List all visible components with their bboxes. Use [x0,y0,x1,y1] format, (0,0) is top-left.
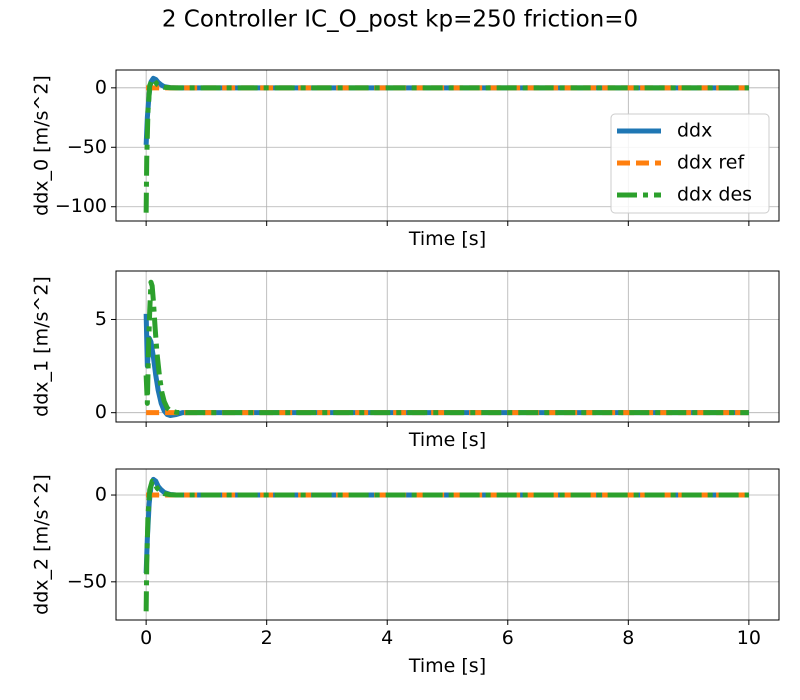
y-tick-label: 0 [95,401,107,423]
y-tick-label: −50 [67,570,107,592]
series-line-ddx-des [143,478,749,612]
axes-frame [115,468,780,621]
axes-frame [115,270,780,423]
legend-label: ddx des [677,184,752,206]
x-axis-label: Time [s] [408,655,486,677]
x-tick-label: 4 [381,627,393,649]
y-tick-label: −50 [67,136,107,158]
legend-label: ddx ref [677,152,745,174]
x-axis-label: Time [s] [408,429,486,451]
series-line-ddx-des [143,279,749,416]
subplot-2: 0 2 4 6 8 10 −50 0 Time [s] ddx_2 [m/s^2] [31,468,780,677]
y-axis-label: ddx_0 [m/s^2] [31,75,53,216]
x-tick-label: 8 [622,627,634,649]
x-tick-label: 10 [737,627,761,649]
legend-box [610,113,770,214]
x-tick-label: 2 [261,627,273,649]
series-group [143,279,749,418]
figure-title: 2 Controller IC_O_post kp=250 friction=0 [162,7,638,33]
series-group [143,75,749,213]
y-axis-label: ddx_2 [m/s^2] [31,474,53,615]
subplot-1: 0 5 Time [s] ddx_1 [m/s^2] [31,270,780,451]
legend-label: ddx [677,120,712,142]
x-tick-label: 0 [140,627,152,649]
x-axis-label: Time [s] [408,228,486,250]
axes-frame [115,69,780,222]
series-group [143,476,749,612]
y-tick-label: 5 [95,308,107,330]
y-tick-label: −100 [55,195,107,217]
legend: ddx ddx ref ddx des [610,113,770,214]
x-tick-label: 6 [502,627,514,649]
y-tick-label: 0 [95,484,107,506]
y-axis-label: ddx_1 [m/s^2] [31,276,53,417]
y-tick-label: 0 [95,76,107,98]
series-line-ddx [143,313,749,418]
